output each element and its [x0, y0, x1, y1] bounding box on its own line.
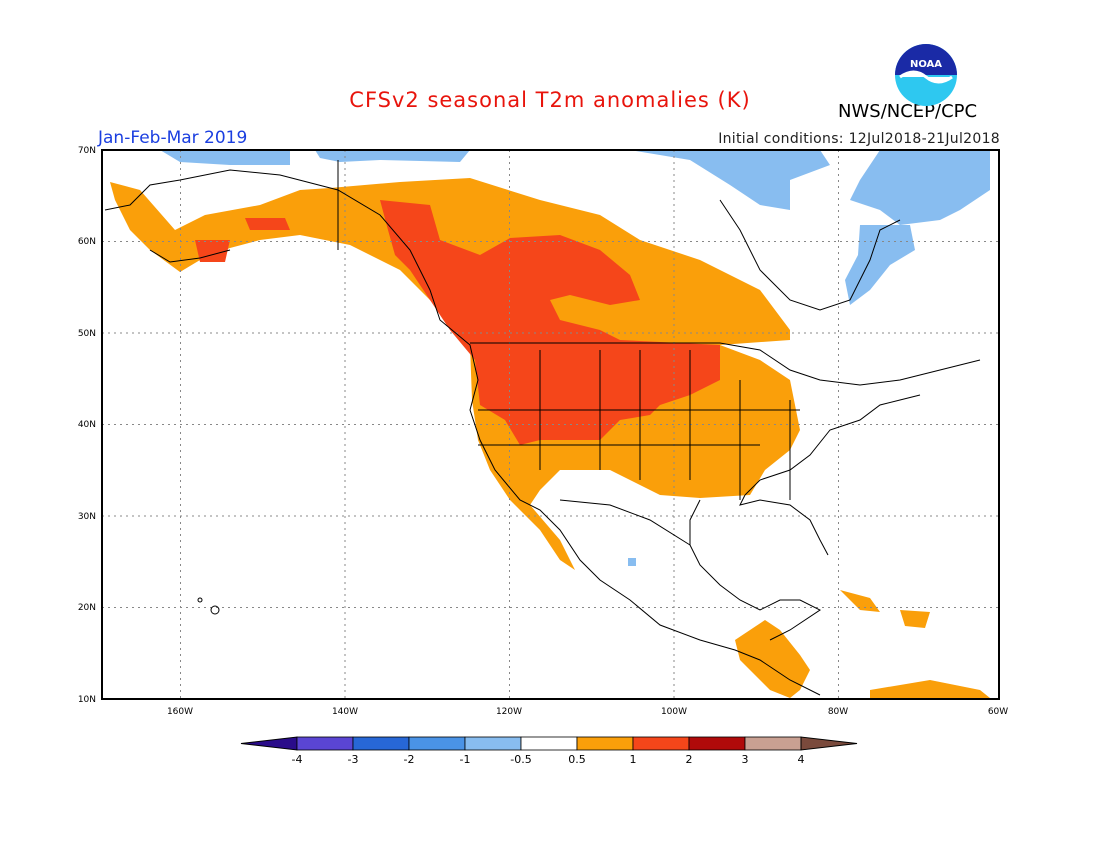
colorbar-label: 3 — [742, 753, 749, 766]
logo-text: NOAA — [910, 59, 942, 70]
lat-label: 10N — [78, 695, 96, 705]
colorbar-segment — [576, 736, 634, 751]
season-label: Jan-Feb-Mar 2019 — [98, 128, 248, 148]
warm-anomaly-region-caribbean — [840, 590, 990, 698]
colorbar-label: -2 — [404, 753, 415, 766]
cool-anomaly-region-arctic — [160, 150, 990, 225]
color-bar-labels: -4 -3 -2 -1 -0.5 0.5 1 2 3 4 — [292, 753, 805, 766]
colorbar-label: 0.5 — [568, 753, 586, 766]
initial-conditions-label: Initial conditions: 12Jul2018-21Jul2018 — [718, 131, 1000, 147]
color-bar — [240, 736, 858, 751]
lon-label: 120W — [496, 707, 522, 717]
colorbar-arrow-right — [800, 736, 858, 751]
colorbar-label: -4 — [292, 753, 303, 766]
colorbar-label: 2 — [686, 753, 693, 766]
strong-warm-anomaly-region — [380, 200, 720, 445]
colorbar-segment — [352, 736, 410, 751]
cool-anomaly-region-quebec — [845, 225, 915, 305]
lat-label: 70N — [78, 146, 96, 156]
colorbar-segment — [464, 736, 522, 751]
lat-label: 50N — [78, 329, 96, 339]
colorbar-arrow-left — [240, 736, 298, 751]
chart-title: CFSv2 seasonal T2m anomalies (K) — [349, 88, 751, 112]
colorbar-label: -3 — [348, 753, 359, 766]
colorbar-label: -1 — [460, 753, 471, 766]
lon-label: 140W — [332, 707, 358, 717]
anomaly-shading — [110, 150, 990, 698]
colorbar-label: -0.5 — [510, 753, 531, 766]
colorbar-label: 1 — [630, 753, 637, 766]
lon-label: 160W — [167, 707, 193, 717]
noaa-logo-icon: NOAA — [895, 44, 957, 106]
lat-labels: 70N 60N 50N 40N 30N 20N 10N — [78, 146, 96, 705]
colorbar-segment — [744, 736, 802, 751]
colorbar-label: 4 — [798, 753, 805, 766]
lat-label: 20N — [78, 603, 96, 613]
colorbar-segment — [520, 736, 578, 751]
lat-label: 60N — [78, 237, 96, 247]
agency-label: NWS/NCEP/CPC — [838, 101, 978, 122]
lon-label: 60W — [988, 707, 1008, 717]
lat-label: 40N — [78, 420, 96, 430]
lon-label: 80W — [828, 707, 848, 717]
colorbar-segment — [408, 736, 466, 751]
coastlines — [104, 160, 981, 696]
graticule — [102, 150, 999, 699]
colorbar-segment — [688, 736, 746, 751]
colorbar-segment — [296, 736, 354, 751]
lon-labels: 160W 140W 120W 100W 80W 60W — [167, 707, 1008, 717]
colorbar-segment — [632, 736, 690, 751]
lat-label: 30N — [78, 512, 96, 522]
warm-anomaly-region-central-america — [735, 620, 810, 698]
map-frame — [101, 149, 1000, 700]
lon-label: 100W — [661, 707, 687, 717]
